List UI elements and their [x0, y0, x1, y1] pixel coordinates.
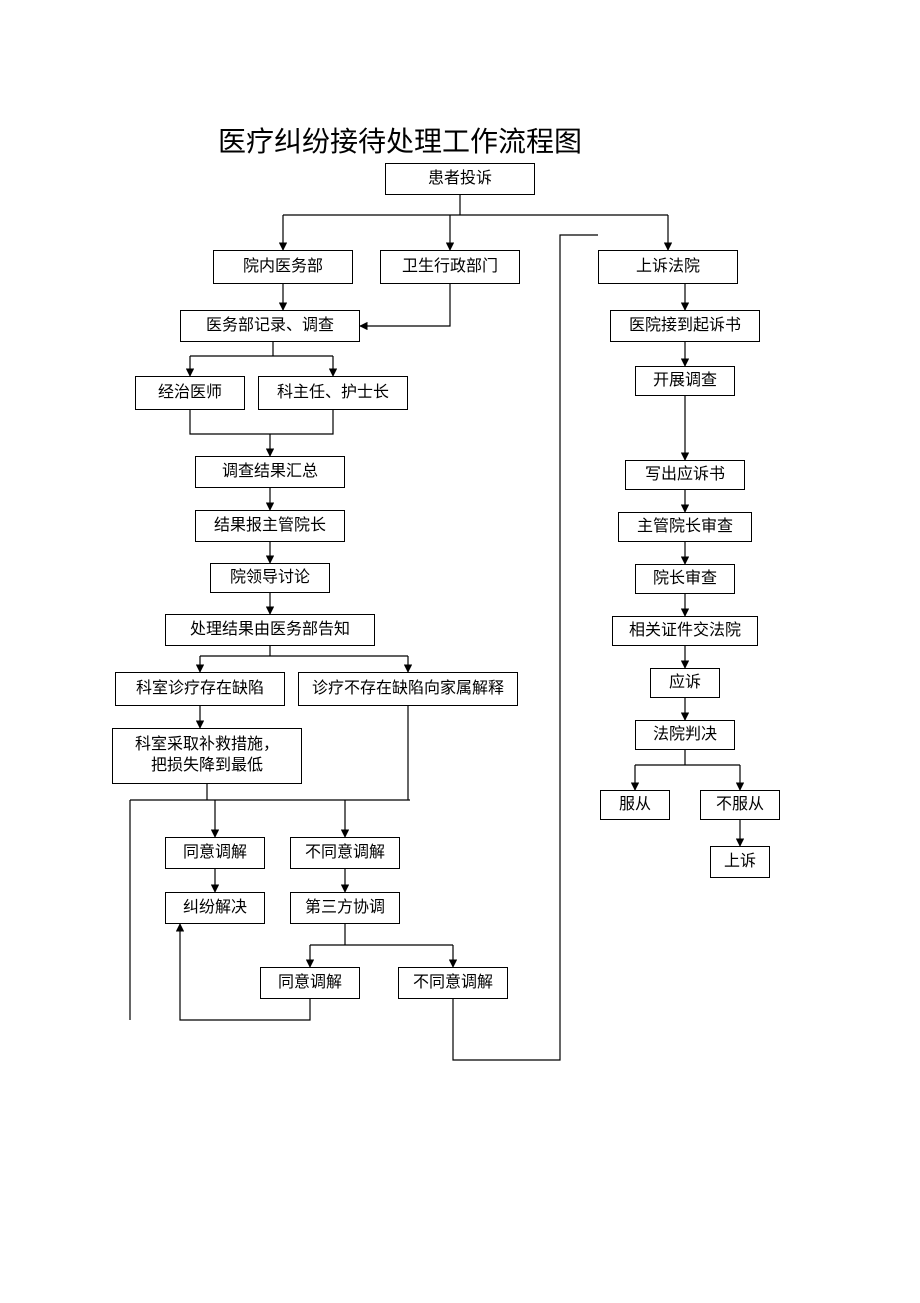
node-n9: 结果报主管院长 — [195, 510, 345, 542]
node-n26: 相关证件交法院 — [612, 616, 758, 646]
node-n6: 经治医师 — [135, 376, 245, 410]
node-n19: 同意调解 — [260, 967, 360, 999]
node-n24: 主管院长审查 — [618, 512, 752, 542]
node-n16: 不同意调解 — [290, 837, 400, 869]
node-n3: 卫生行政部门 — [380, 250, 520, 284]
edges-layer — [0, 0, 920, 1303]
node-n12: 科室诊疗存在缺陷 — [115, 672, 285, 706]
node-n22: 开展调查 — [635, 366, 735, 396]
node-n2: 院内医务部 — [213, 250, 353, 284]
node-n18: 第三方协调 — [290, 892, 400, 924]
node-n23: 写出应诉书 — [625, 460, 745, 490]
node-n29: 服从 — [600, 790, 670, 820]
node-n8: 调查结果汇总 — [195, 456, 345, 488]
node-n15: 同意调解 — [165, 837, 265, 869]
node-n21: 医院接到起诉书 — [610, 310, 760, 342]
node-n17: 纠纷解决 — [165, 892, 265, 924]
node-n7: 科主任、护士长 — [258, 376, 408, 410]
node-n20: 不同意调解 — [398, 967, 508, 999]
node-n10: 院领导讨论 — [210, 563, 330, 593]
chart-title: 医疗纠纷接待处理工作流程图 — [218, 120, 582, 160]
node-n1: 患者投诉 — [385, 163, 535, 195]
node-n4: 上诉法院 — [598, 250, 738, 284]
node-n11: 处理结果由医务部告知 — [165, 614, 375, 646]
node-n14: 科室采取补救措施， 把损失降到最低 — [112, 728, 302, 784]
flowchart-canvas: 医疗纠纷接待处理工作流程图 患者投诉院内医务部卫生行政部门 上诉法院医务部记录、调… — [0, 0, 920, 1303]
node-n27: 应诉 — [650, 668, 720, 698]
node-n5: 医务部记录、调查 — [180, 310, 360, 342]
node-n31: 上诉 — [710, 846, 770, 878]
node-n13: 诊疗不存在缺陷向家属解释 — [298, 672, 518, 706]
node-n25: 院长审查 — [635, 564, 735, 594]
node-n30: 不服从 — [700, 790, 780, 820]
node-n28: 法院判决 — [635, 720, 735, 750]
